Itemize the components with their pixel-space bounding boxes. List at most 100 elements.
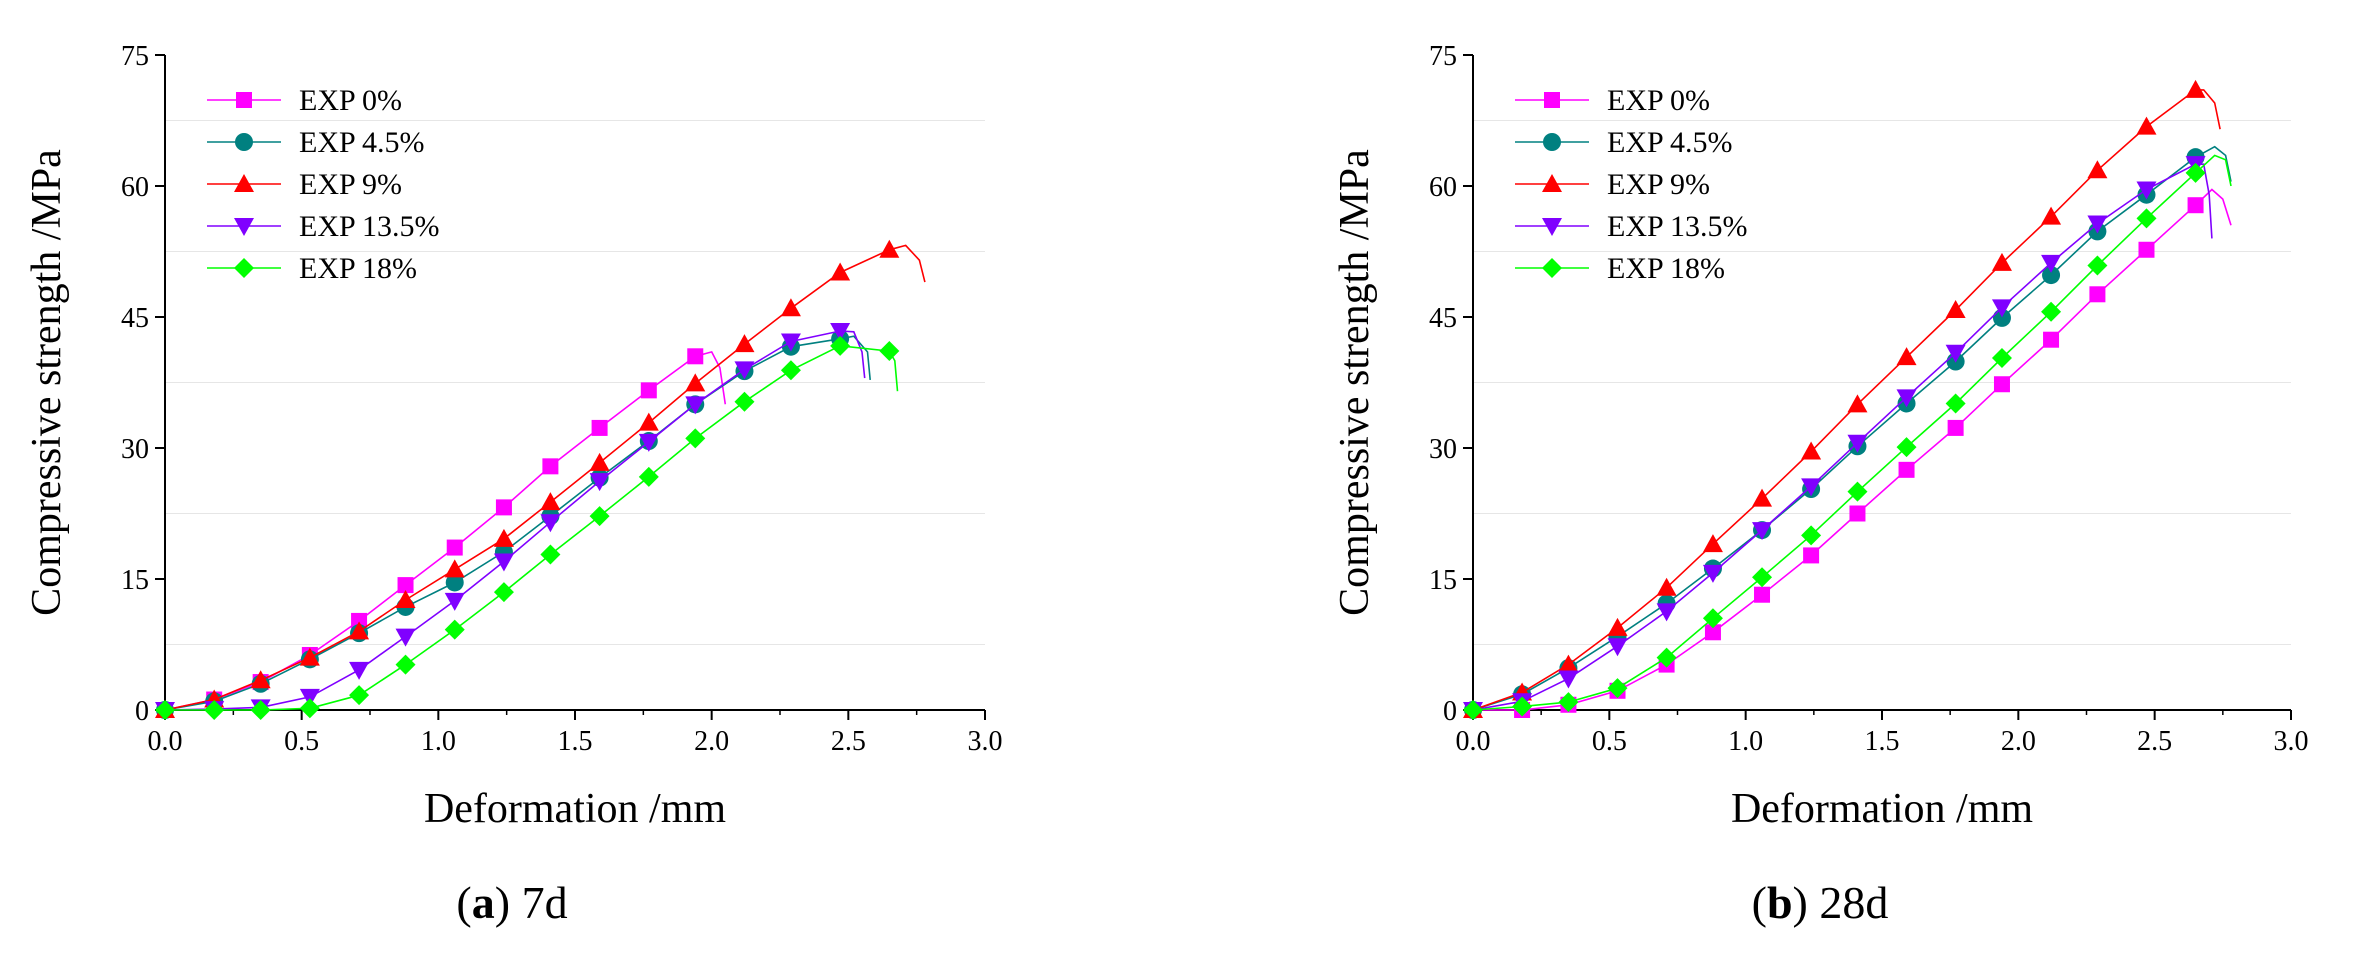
data-point	[445, 573, 464, 592]
data-point	[2087, 215, 2108, 234]
x-tick-label: 1.0	[421, 726, 456, 757]
data-point	[1991, 299, 2012, 318]
data-point	[540, 514, 561, 533]
data-point	[1702, 608, 1723, 629]
caption-paren-open: (	[456, 877, 471, 928]
data-point	[1656, 647, 1677, 668]
legend-marker	[1542, 218, 1562, 236]
legend-label: EXP 0%	[299, 84, 402, 117]
panel-caption: (a) 7d	[456, 877, 567, 928]
data-point	[1945, 393, 1966, 414]
x-tick-label: 0.5	[1592, 726, 1627, 757]
data-point	[780, 298, 801, 317]
data-point	[685, 428, 706, 449]
data-point	[542, 458, 559, 475]
data-point	[2136, 181, 2157, 200]
data-point	[1801, 441, 1822, 460]
legend-label: EXP 4.5%	[1607, 126, 1733, 159]
series-exp-18pct	[155, 335, 900, 720]
data-point	[734, 361, 755, 380]
data-point	[1849, 505, 1866, 522]
data-point	[397, 577, 414, 594]
series-exp-4-5pct	[1464, 145, 2232, 719]
y-axis-title: Compressive strength /MPa	[24, 149, 70, 616]
data-point	[1992, 308, 2011, 327]
data-point	[1991, 252, 2012, 271]
series-line	[164, 330, 866, 711]
legend-item-exp-18pct: EXP 18%	[207, 252, 417, 285]
legend-item-exp-13-5pct: EXP 13.5%	[207, 210, 440, 243]
data-point	[493, 553, 514, 572]
legend-label: EXP 18%	[299, 252, 417, 285]
x-tick-label: 3.0	[968, 726, 1003, 757]
y-tick-label: 30	[121, 434, 149, 465]
data-point	[1991, 348, 2012, 369]
legend-marker	[1542, 258, 1562, 278]
data-point	[1896, 437, 1917, 458]
data-point	[1945, 344, 1966, 363]
data-point	[1607, 638, 1628, 657]
data-point	[638, 466, 659, 487]
y-tick-label: 15	[121, 565, 149, 596]
x-tick-label: 2.5	[831, 726, 866, 757]
data-point	[250, 670, 271, 689]
caption-paren-close: )	[1793, 877, 1820, 928]
data-point	[879, 239, 900, 258]
data-point	[2138, 241, 2155, 258]
y-tick-label: 60	[1429, 172, 1457, 203]
data-point	[1993, 376, 2010, 393]
data-point	[2087, 160, 2108, 179]
series-exp-0pct	[157, 348, 727, 718]
series-exp-18pct	[1463, 154, 2232, 720]
series-line	[164, 244, 926, 711]
series-exp-13-5pct	[1463, 156, 2213, 720]
data-point	[589, 473, 610, 492]
legend-label: EXP 0%	[1607, 84, 1710, 117]
data-point	[1656, 577, 1677, 596]
data-point	[446, 539, 463, 556]
x-tick-label: 2.0	[694, 726, 729, 757]
data-point	[830, 335, 851, 356]
data-point	[1752, 567, 1773, 588]
data-point	[299, 688, 320, 707]
data-point	[2043, 331, 2060, 348]
y-tick-label: 45	[1429, 303, 1457, 334]
data-point	[1752, 488, 1773, 507]
data-point	[879, 341, 900, 362]
data-point	[1801, 525, 1822, 546]
legend-marker	[1544, 92, 1560, 108]
data-point	[493, 582, 514, 603]
data-point	[155, 700, 175, 720]
legend-item-exp-4-5pct: EXP 4.5%	[1515, 126, 1733, 159]
data-point	[780, 333, 801, 352]
data-point	[640, 382, 657, 399]
data-point	[540, 544, 561, 565]
data-point	[830, 322, 851, 341]
data-point	[351, 612, 368, 629]
data-point	[2136, 116, 2157, 135]
x-tick-label: 1.5	[558, 726, 593, 757]
data-point	[638, 433, 659, 452]
data-point	[444, 559, 465, 578]
legend-marker	[234, 218, 254, 236]
legend-marker	[1542, 174, 1562, 192]
legend-item-exp-13-5pct: EXP 13.5%	[1515, 210, 1748, 243]
data-point	[1704, 624, 1721, 641]
x-tick-label: 0.0	[1456, 726, 1491, 757]
data-point	[395, 628, 416, 647]
chart-panel-a: 0.0 0.5 1.0 1.5 2.0 2.5 3.0 0 15 30 45 60 75 Deformat…	[24, 41, 1003, 928]
legend-item-exp-0pct: EXP 0%	[207, 84, 402, 117]
data-point	[204, 700, 225, 720]
data-point	[1702, 534, 1723, 553]
data-point	[780, 360, 801, 381]
chart-panel-b: 0.0 0.5 1.0 1.5 2.0 2.5 3.0 0 15 30 45 60 75 Deformat…	[1332, 41, 2309, 928]
data-point	[1463, 700, 1483, 720]
data-point	[1947, 419, 1964, 436]
legend-item-exp-18pct: EXP 18%	[1515, 252, 1725, 285]
data-point	[2042, 266, 2061, 285]
series-line	[1472, 163, 2213, 711]
data-point	[1754, 586, 1771, 603]
data-point	[1752, 522, 1773, 541]
series-line	[164, 350, 727, 711]
